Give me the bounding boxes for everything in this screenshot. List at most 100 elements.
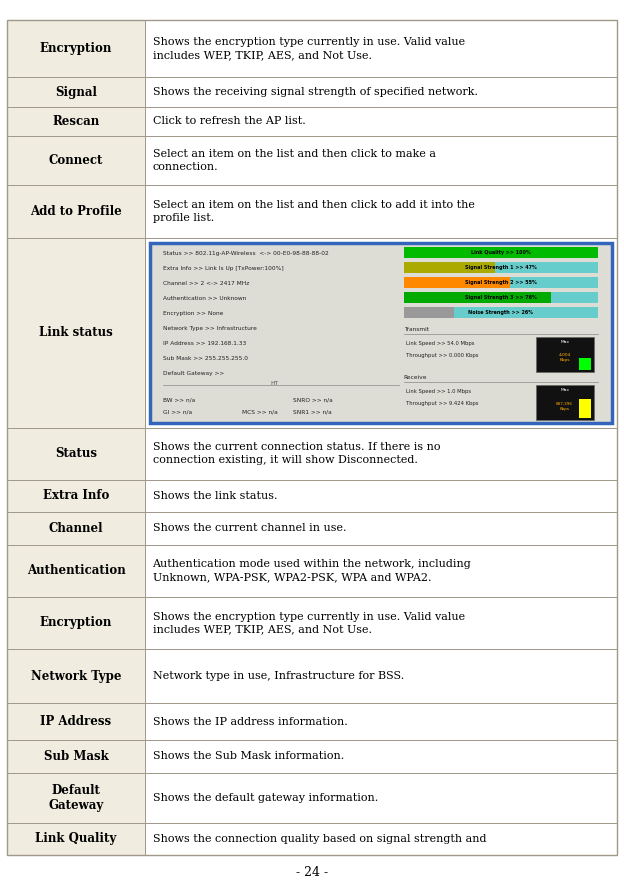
- Bar: [145, 108, 617, 135]
- Text: Signal Strength 1 >> 47%: Signal Strength 1 >> 47%: [465, 265, 537, 269]
- Text: 4,004
Kbps: 4,004 Kbps: [558, 354, 571, 362]
- Bar: [7, 135, 145, 186]
- Text: Link Speed >> 1.0 Mbps: Link Speed >> 1.0 Mbps: [406, 388, 470, 394]
- Text: 887,396
Kbps: 887,396 Kbps: [556, 402, 573, 411]
- Bar: [145, 703, 617, 741]
- Bar: [145, 76, 617, 108]
- Text: Network Type: Network Type: [31, 669, 121, 683]
- Bar: [145, 186, 617, 237]
- Bar: [145, 512, 617, 545]
- Bar: [7, 186, 145, 237]
- Text: Default
Gateway: Default Gateway: [49, 784, 104, 812]
- Bar: [7, 741, 145, 773]
- Bar: [145, 545, 617, 597]
- Bar: [404, 307, 454, 317]
- Text: Signal Strength 2 >> 55%: Signal Strength 2 >> 55%: [465, 280, 537, 284]
- Text: Throughput >> 0.000 Kbps: Throughput >> 0.000 Kbps: [406, 353, 478, 357]
- Text: BW >> n/a: BW >> n/a: [163, 397, 196, 403]
- Text: Noise Strength >> 26%: Noise Strength >> 26%: [468, 309, 533, 315]
- Bar: [145, 20, 617, 76]
- Bar: [7, 703, 145, 741]
- Bar: [7, 480, 145, 512]
- Text: Encryption: Encryption: [40, 616, 112, 629]
- Bar: [404, 262, 598, 273]
- Bar: [145, 237, 617, 428]
- Text: Shows the link status.: Shows the link status.: [152, 491, 277, 501]
- Text: Sub Mask: Sub Mask: [44, 750, 109, 763]
- Text: Channel >> 2 <-> 2417 MHz: Channel >> 2 <-> 2417 MHz: [163, 281, 250, 285]
- Text: Encryption: Encryption: [40, 42, 112, 55]
- Bar: [145, 649, 617, 703]
- Bar: [7, 545, 145, 597]
- Text: Max: Max: [560, 340, 569, 344]
- Text: Throughput >> 9.424 Kbps: Throughput >> 9.424 Kbps: [406, 401, 478, 405]
- Bar: [145, 480, 617, 512]
- Text: Link Quality: Link Quality: [36, 832, 117, 845]
- Text: Shows the current channel in use.: Shows the current channel in use.: [152, 524, 346, 533]
- Text: Max: Max: [560, 388, 569, 392]
- Bar: [404, 247, 598, 258]
- Text: Add to Profile: Add to Profile: [30, 205, 122, 218]
- Text: HT: HT: [270, 381, 278, 386]
- Text: Shows the default gateway information.: Shows the default gateway information.: [152, 793, 378, 803]
- Text: Shows the IP address information.: Shows the IP address information.: [152, 717, 348, 726]
- Bar: [404, 247, 598, 258]
- Bar: [7, 822, 145, 855]
- Bar: [150, 243, 612, 422]
- Text: Rescan: Rescan: [52, 115, 100, 128]
- Text: Shows the encryption type currently in use. Valid value
includes WEP, TKIP, AES,: Shows the encryption type currently in u…: [152, 37, 465, 60]
- Text: Channel: Channel: [49, 522, 103, 535]
- Bar: [579, 357, 591, 370]
- Bar: [535, 385, 594, 420]
- Text: Status: Status: [55, 447, 97, 461]
- Bar: [535, 337, 594, 372]
- Text: Shows the receiving signal strength of specified network.: Shows the receiving signal strength of s…: [152, 87, 477, 97]
- Text: SNR1 >> n/a: SNR1 >> n/a: [293, 410, 331, 414]
- Bar: [7, 597, 145, 649]
- Text: Signal: Signal: [55, 85, 97, 99]
- Bar: [145, 822, 617, 855]
- Text: GI >> n/a: GI >> n/a: [163, 410, 192, 414]
- Bar: [404, 262, 495, 273]
- Text: Select an item on the list and then click to add it into the
profile list.: Select an item on the list and then clic…: [152, 200, 474, 223]
- Bar: [7, 237, 145, 428]
- Text: - 24 -: - 24 -: [296, 866, 328, 878]
- Text: Default Gateway >>: Default Gateway >>: [163, 371, 225, 375]
- Text: Shows the Sub Mask information.: Shows the Sub Mask information.: [152, 751, 344, 762]
- Bar: [404, 292, 551, 302]
- Text: Signal Strength 3 >> 76%: Signal Strength 3 >> 76%: [465, 295, 537, 300]
- Text: Shows the connection quality based on signal strength and: Shows the connection quality based on si…: [152, 834, 486, 844]
- Bar: [145, 428, 617, 480]
- Bar: [7, 649, 145, 703]
- Text: Status >> 802.11g-AP-Wireless  <-> 00-E0-98-88-88-02: Status >> 802.11g-AP-Wireless <-> 00-E0-…: [163, 251, 329, 255]
- Bar: [404, 277, 510, 287]
- Text: Shows the current connection status. If there is no
connection existing, it will: Shows the current connection status. If …: [152, 442, 440, 465]
- Text: Authentication: Authentication: [27, 565, 125, 577]
- Bar: [404, 277, 598, 287]
- Text: SNRO >> n/a: SNRO >> n/a: [293, 397, 333, 403]
- Text: Extra Info >> Link Is Up [TxPower:100%]: Extra Info >> Link Is Up [TxPower:100%]: [163, 266, 284, 270]
- Text: Select an item on the list and then click to make a
connection.: Select an item on the list and then clic…: [152, 149, 436, 172]
- Bar: [404, 307, 598, 317]
- Text: Transmit: Transmit: [404, 327, 429, 332]
- Text: Click to refresh the AP list.: Click to refresh the AP list.: [152, 116, 305, 126]
- Bar: [145, 741, 617, 773]
- Text: Extra Info: Extra Info: [43, 490, 109, 502]
- Text: Link status: Link status: [39, 326, 113, 339]
- Bar: [7, 773, 145, 822]
- Bar: [7, 76, 145, 108]
- Bar: [7, 512, 145, 545]
- Bar: [145, 597, 617, 649]
- Bar: [7, 428, 145, 480]
- Text: Network Type >> Infrastructure: Network Type >> Infrastructure: [163, 325, 257, 331]
- Text: Link Quality >> 100%: Link Quality >> 100%: [470, 250, 530, 255]
- Text: Encryption >> None: Encryption >> None: [163, 310, 224, 316]
- Text: IP Address >> 192.168.1.33: IP Address >> 192.168.1.33: [163, 340, 246, 346]
- Text: Shows the encryption type currently in use. Valid value
includes WEP, TKIP, AES,: Shows the encryption type currently in u…: [152, 612, 465, 635]
- Bar: [145, 135, 617, 186]
- Text: MCS >> n/a: MCS >> n/a: [242, 410, 278, 414]
- Text: Connect: Connect: [49, 154, 103, 167]
- Bar: [145, 773, 617, 822]
- Bar: [579, 399, 591, 418]
- Bar: [7, 20, 145, 76]
